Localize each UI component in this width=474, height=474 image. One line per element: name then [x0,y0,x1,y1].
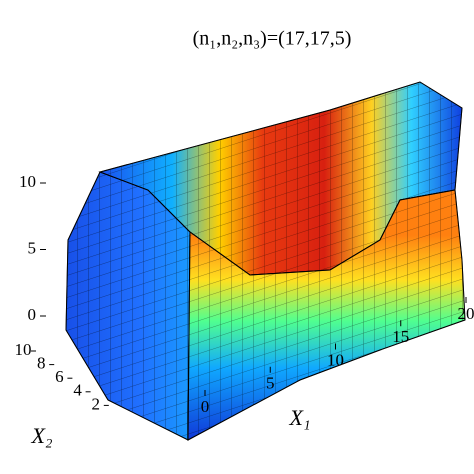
y-tick-label: 2 [92,394,101,413]
x-tick-label: 15 [392,327,409,346]
z-tick-label: 0 [28,305,37,324]
y-tick-label: 4 [73,381,82,400]
x-tick-label: 0 [201,397,210,416]
y-tick-label: 10 [15,340,32,359]
x-axis-label: X₁ [288,405,310,430]
x-tick-label: 20 [458,304,474,323]
front-face-mesh [187,189,466,441]
x-tick-label: 10 [327,350,344,369]
y-axis-label: X₂ [30,423,52,448]
x-tick-label: 5 [266,374,275,393]
z-tick-label: 10 [19,172,36,191]
chart-title: (n₁,n₂,n₃)=(17,17,5) [193,28,352,50]
y-tick-label: 6 [55,367,64,386]
z-tick-label: 5 [28,238,37,257]
y-tick-label: 8 [37,354,46,373]
surface [65,81,466,441]
